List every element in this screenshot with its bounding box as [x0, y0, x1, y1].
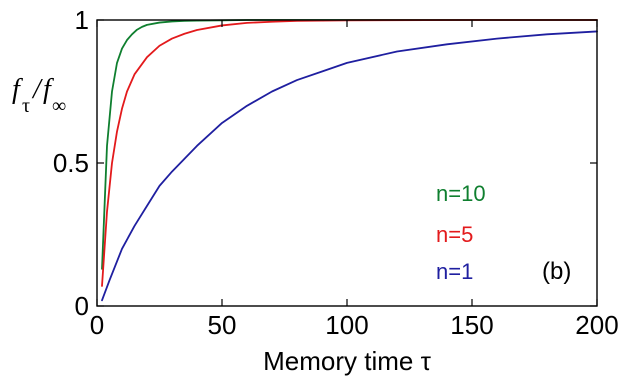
y-axis-label: fτ/f∞ — [12, 74, 66, 117]
y-axis-label-f1: f — [12, 74, 23, 105]
x-tick-label-100: 100 — [325, 310, 368, 340]
y-axis-label-f2: f — [43, 74, 54, 105]
y-tick-label-0: 0 — [75, 291, 89, 321]
series-line-n5 — [101, 19, 598, 287]
x-tick-label-150: 150 — [450, 310, 493, 340]
panel-label: (b) — [542, 258, 571, 285]
y-tick-label-1: 1 — [75, 5, 89, 35]
series-label-n10: n=10 — [436, 181, 486, 206]
y-axis-label-sep: / — [31, 74, 43, 105]
x-tick-label-200: 200 — [575, 310, 618, 340]
y-axis-label-sub2: ∞ — [52, 95, 66, 117]
x-tick-label-50: 50 — [208, 310, 237, 340]
x-axis-label: Memory time τ — [263, 346, 431, 376]
series-label-n1: n=1 — [436, 259, 473, 284]
series-line-n1 — [101, 30, 598, 302]
y-axis-label-sub1: τ — [22, 95, 30, 117]
x-tick-label-0: 0 — [90, 310, 104, 340]
y-tick-label-0-5: 0.5 — [53, 148, 89, 178]
series-label-n5: n=5 — [436, 222, 473, 247]
